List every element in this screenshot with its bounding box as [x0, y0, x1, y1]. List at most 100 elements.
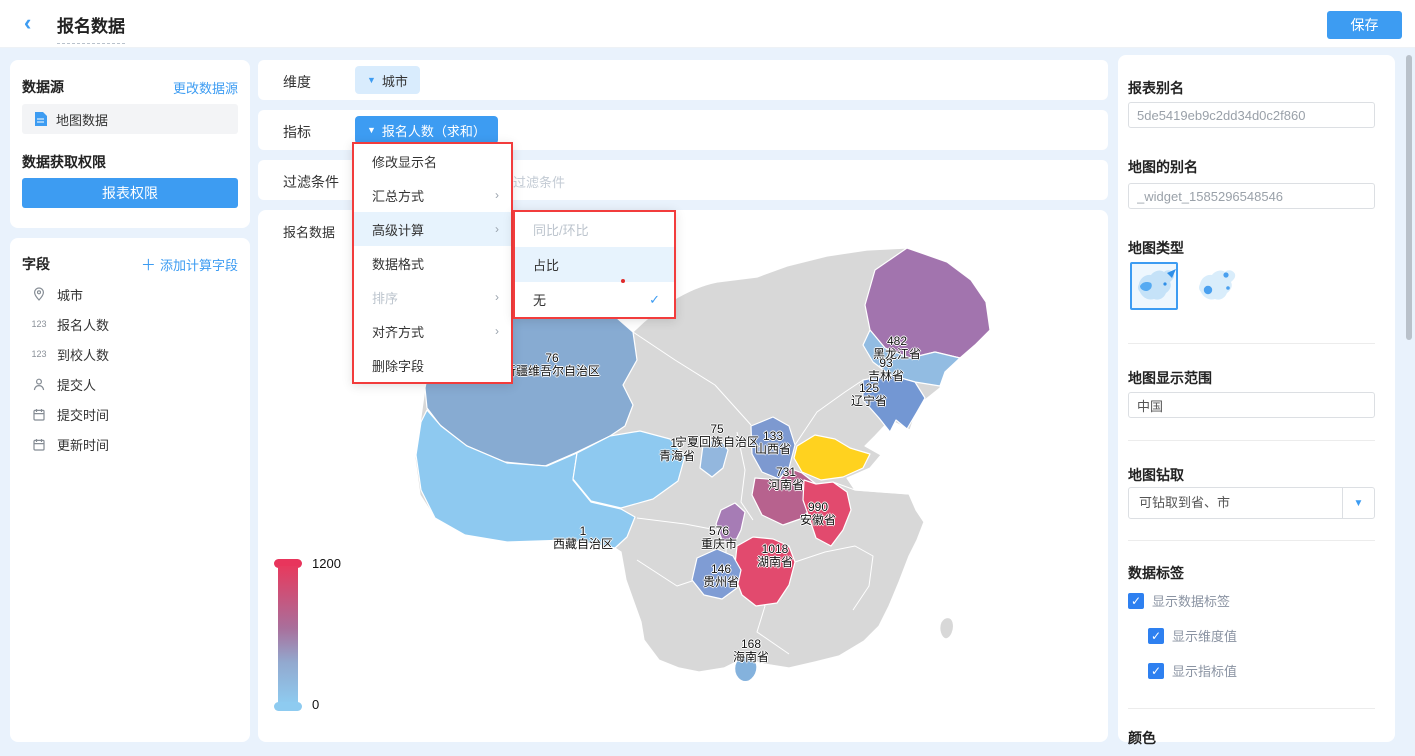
- menu-item-aggregation[interactable]: 汇总方式 ›: [372, 188, 499, 204]
- measure-label: 指标: [283, 124, 311, 140]
- submenu-item-none[interactable]: 无 ✓: [533, 291, 660, 309]
- scrollbar-thumb[interactable]: [1406, 55, 1412, 340]
- fields-card: 字段 ＋ 添加计算字段 城市 123 报名人数 123 到校人数 提交人 提交时…: [10, 238, 250, 742]
- measure-context-menu: 修改显示名 汇总方式 › 高级计算 › 数据格式 排序 › 对齐方式 › 删除字段: [352, 142, 513, 384]
- map-type-bubble-thumbnail[interactable]: [1195, 266, 1241, 308]
- field-item-signup-count[interactable]: 123 报名人数: [31, 317, 110, 333]
- chevron-right-icon: ›: [495, 222, 499, 236]
- map-drill-select[interactable]: 可钻取到省、市 ▼: [1128, 487, 1375, 519]
- checkbox-show-data-labels[interactable]: ✓: [1128, 592, 1144, 609]
- chevron-down-icon: ▼: [367, 75, 376, 85]
- map-alias-label: 地图的别名: [1128, 159, 1198, 175]
- field-item-update-time[interactable]: 更新时间: [30, 435, 109, 453]
- province-qinghai: [572, 430, 686, 509]
- field-item-arrival-count[interactable]: 123 到校人数: [31, 347, 110, 363]
- back-button[interactable]: ‹: [24, 10, 32, 35]
- chart-title: 报名数据: [283, 225, 336, 240]
- filter-placeholder[interactable]: 过滤条件: [513, 175, 566, 190]
- province-ningxia: [699, 436, 729, 478]
- divider: [1128, 440, 1375, 441]
- chevron-right-icon: ›: [495, 290, 499, 304]
- datasource-title: 数据源: [22, 79, 64, 95]
- map-type-choropleth-thumbnail[interactable]: [1130, 262, 1178, 310]
- field-item-city[interactable]: 城市: [30, 285, 83, 303]
- province-hunan: [733, 536, 796, 607]
- map-drill-value: 可钻取到省、市: [1139, 495, 1231, 510]
- province-liaoning: [862, 374, 926, 433]
- menu-item-data-format[interactable]: 数据格式: [372, 256, 425, 272]
- province-chongqing: [715, 502, 746, 547]
- province-jilin: [862, 329, 961, 387]
- page-title: 报名数据: [57, 12, 125, 44]
- number-123-icon: 123: [31, 349, 47, 359]
- chevron-down-icon: ▼: [367, 125, 376, 135]
- report-alias-input[interactable]: [1128, 102, 1375, 128]
- settings-card: 报表别名 地图的别名 地图类型 地图显示范围 地图钻取 可钻取到省、市 ▼ 数据…: [1118, 55, 1395, 746]
- chevron-down-icon[interactable]: ▼: [1342, 488, 1374, 518]
- menu-item-sort[interactable]: 排序 ›: [372, 290, 499, 306]
- map-range-input[interactable]: [1128, 392, 1375, 418]
- map-label-shanxi: 133 山西省: [754, 429, 792, 456]
- legend-gradient-bar: [278, 566, 298, 704]
- checkbox-show-measure-value[interactable]: ✓: [1148, 662, 1164, 679]
- map-label-hunan: 1018 湖南省: [756, 542, 794, 569]
- map-range-label: 地图显示范围: [1128, 370, 1212, 386]
- field-item-submit-time[interactable]: 提交时间: [30, 405, 109, 423]
- checkmark-icon: ✓: [649, 291, 660, 307]
- number-123-icon: 123: [31, 319, 47, 329]
- map-alias-input[interactable]: [1128, 183, 1375, 209]
- fields-title: 字段: [22, 256, 50, 272]
- datasource-item[interactable]: 地图数据: [22, 104, 238, 134]
- map-label-ningxia: 75 宁夏回族自治区: [674, 422, 760, 449]
- datasource-card: 数据源 更改数据源 地图数据 数据获取权限 报表权限: [10, 60, 250, 228]
- divider: [1128, 343, 1375, 344]
- top-bar: ‹ 报名数据 保存: [0, 0, 1415, 48]
- map-label-hainan: 168 海南省: [732, 637, 770, 664]
- location-pin-icon: [30, 287, 48, 301]
- legend-max-label: 1200: [312, 556, 341, 571]
- show-data-labels-row: ✓ 显示数据标签: [1128, 591, 1230, 610]
- dimension-chip-city[interactable]: ▼ 城市: [355, 66, 420, 94]
- map-label-guizhou: 146 贵州省: [702, 562, 740, 589]
- map-label-anhui: 990 安徽省: [799, 500, 837, 527]
- submenu-item-proportion[interactable]: 占比: [515, 247, 674, 282]
- menu-item-rename[interactable]: 修改显示名: [372, 154, 438, 170]
- calendar-icon: [30, 438, 48, 451]
- report-permission-button[interactable]: 报表权限: [22, 178, 238, 208]
- divider: [1128, 540, 1375, 541]
- report-alias-label: 报表别名: [1128, 80, 1184, 96]
- map-label-tibet: 1 西藏自治区: [552, 524, 614, 551]
- calendar-icon: [30, 408, 48, 421]
- data-labels-title: 数据标签: [1128, 565, 1184, 581]
- map-label-qinghai: 18 青海省: [658, 436, 696, 463]
- add-calc-field-link[interactable]: ＋ 添加计算字段: [140, 257, 238, 274]
- province-shandong: [793, 434, 871, 481]
- show-dimension-value-row: ✓ 显示维度值: [1148, 626, 1237, 645]
- save-button[interactable]: 保存: [1327, 11, 1402, 39]
- change-datasource-link[interactable]: 更改数据源: [172, 81, 238, 96]
- map-drill-label: 地图钻取: [1128, 467, 1184, 483]
- map-label-henan: 731 河南省: [767, 465, 805, 492]
- chevron-right-icon: ›: [495, 188, 499, 202]
- province-anhui: [802, 479, 852, 547]
- document-icon: [31, 112, 49, 126]
- field-item-submitter[interactable]: 提交人: [30, 375, 96, 393]
- legend-min-label: 0: [312, 697, 320, 712]
- province-hainan: [734, 655, 758, 683]
- datasource-item-label: 地图数据: [56, 112, 109, 128]
- dimension-row: 维度 ▼ 城市: [258, 60, 1108, 100]
- checkbox-show-dimension-value[interactable]: ✓: [1148, 627, 1164, 644]
- color-title: 颜色: [1128, 730, 1156, 746]
- measure-chip-signup-sum[interactable]: ▼ 报名人数（求和）: [355, 116, 498, 144]
- map-label-liaoning: 125 辽宁省: [850, 381, 888, 408]
- plus-icon: ＋: [140, 257, 160, 274]
- show-measure-value-row: ✓ 显示指标值: [1148, 661, 1237, 680]
- province-guizhou: [691, 548, 742, 600]
- submenu-item-yoy[interactable]: 同比/环比: [533, 223, 589, 238]
- legend-bottom-cap: [274, 702, 302, 711]
- filter-label: 过滤条件: [283, 174, 339, 190]
- menu-item-delete-field[interactable]: 删除字段: [372, 358, 425, 374]
- map-type-label: 地图类型: [1128, 240, 1184, 256]
- menu-item-advanced-calc[interactable]: 高级计算 ›: [354, 212, 511, 246]
- menu-item-align[interactable]: 对齐方式 ›: [372, 324, 499, 340]
